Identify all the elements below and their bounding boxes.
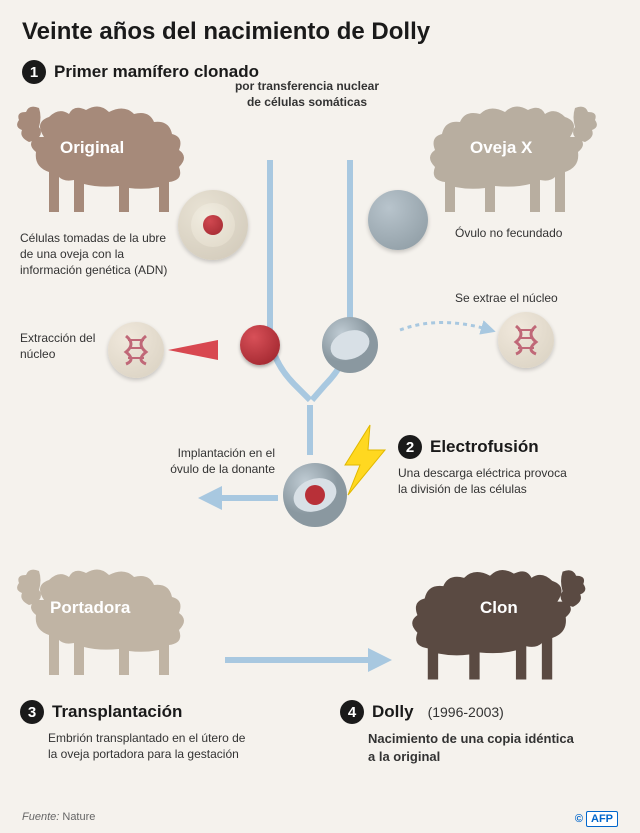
sheep-original xyxy=(14,92,204,227)
caption-extraccion: Extracción del núcleo xyxy=(20,330,110,362)
label-clon: Clon xyxy=(480,598,518,618)
caption-transplant: Embrión transplantado en el útero de la … xyxy=(48,730,258,762)
caption-ovulo: Óvulo no fecundado xyxy=(455,225,605,241)
credit-afp: © AFP xyxy=(575,813,618,825)
label-portadora: Portadora xyxy=(50,598,130,618)
sheep-clon xyxy=(390,555,590,695)
step-4-header: 4 Dolly (1996-2003) xyxy=(340,700,504,724)
dna-extract-left xyxy=(108,320,218,385)
sheep-ovejax xyxy=(410,92,600,227)
step-3-title: Transplantación xyxy=(52,702,182,722)
page-title: Veinte años del nacimiento de Dolly xyxy=(22,18,618,46)
step-4-title: Dolly xyxy=(372,702,414,722)
nucleus-red xyxy=(240,325,280,365)
cell-enucleated xyxy=(320,315,380,380)
source: Fuente: Nature xyxy=(22,811,95,823)
step-2-header: 2 Electrofusión xyxy=(398,435,539,459)
step-1-badge: 1 xyxy=(22,60,46,84)
caption-extrae: Se extrae el núcleo xyxy=(455,290,595,306)
label-original: Original xyxy=(60,138,124,158)
caption-electrofusion: Una descarga eléctrica provoca la divisi… xyxy=(398,465,568,497)
dolly-years: (1996-2003) xyxy=(428,704,504,720)
step-1-title: Primer mamífero clonado xyxy=(54,62,259,82)
caption-cells-taken: Células tomadas de la ubre de una oveja … xyxy=(20,230,170,279)
step-4-badge: 4 xyxy=(340,700,364,724)
step-3-badge: 3 xyxy=(20,700,44,724)
sheep-portadora xyxy=(14,555,204,690)
step-2-badge: 2 xyxy=(398,435,422,459)
caption-dolly: Nacimiento de una copia idéntica a la or… xyxy=(368,730,578,765)
caption-implantacion: Implantación en el óvulo de la donante xyxy=(165,445,275,477)
lightning-icon xyxy=(330,420,400,500)
step-3-header: 3 Transplantación xyxy=(20,700,182,724)
caption-transfer: por transferencia nuclear de células som… xyxy=(232,78,382,110)
label-ovejax: Oveja X xyxy=(470,138,532,158)
step-2-title: Electrofusión xyxy=(430,437,539,457)
